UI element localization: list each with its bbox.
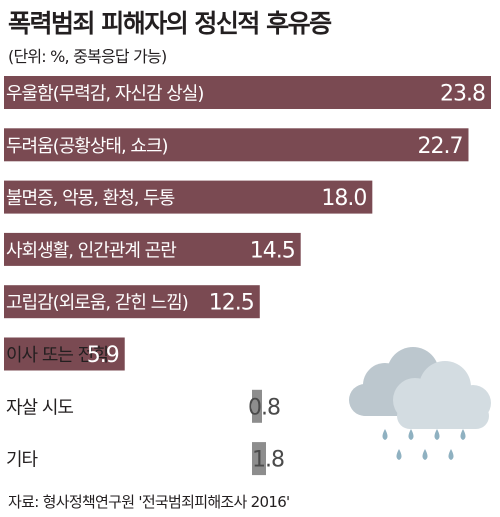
bar — [252, 442, 266, 476]
value-label: 0.8 — [248, 395, 280, 420]
category-label: 불면증, 악몽, 환청, 두통 — [6, 188, 175, 209]
bar — [4, 180, 373, 214]
value-label: 12.5 — [209, 291, 254, 316]
category-label: 자살 시도 — [6, 397, 73, 418]
value-label: 5.9 — [87, 343, 119, 368]
category-label: 기타 — [6, 450, 39, 471]
category-label: 사회생활, 인간관계 곤란 — [6, 240, 176, 261]
chart-title: 폭력범죄 피해자의 정신적 후유증 — [8, 9, 332, 38]
chart-subtitle: (단위: %, 중복응답 가능) — [8, 47, 167, 66]
category-label: 우울함(무력감, 자신감 상실) — [6, 84, 203, 105]
bar — [4, 128, 469, 162]
value-label: 14.5 — [250, 238, 295, 263]
value-label: 18.0 — [321, 186, 366, 211]
bar — [4, 232, 301, 266]
rain-cloud-icon — [349, 347, 491, 460]
value-label: 1.8 — [252, 448, 284, 473]
category-label: 두려움(공황상태, 쇼크) — [6, 136, 168, 157]
bar — [4, 337, 125, 371]
bar — [4, 285, 260, 319]
value-label: 23.8 — [440, 82, 485, 107]
category-label: 이사 또는 전학 — [6, 345, 109, 366]
bar — [252, 389, 262, 423]
bar — [4, 76, 491, 109]
value-label: 22.7 — [418, 134, 463, 159]
source-note: 자료: 형사정책연구원 '전국범죄피해조사 2016' — [8, 493, 290, 511]
category-label: 고립감(외로움, 갇힌 느낌) — [6, 293, 188, 314]
